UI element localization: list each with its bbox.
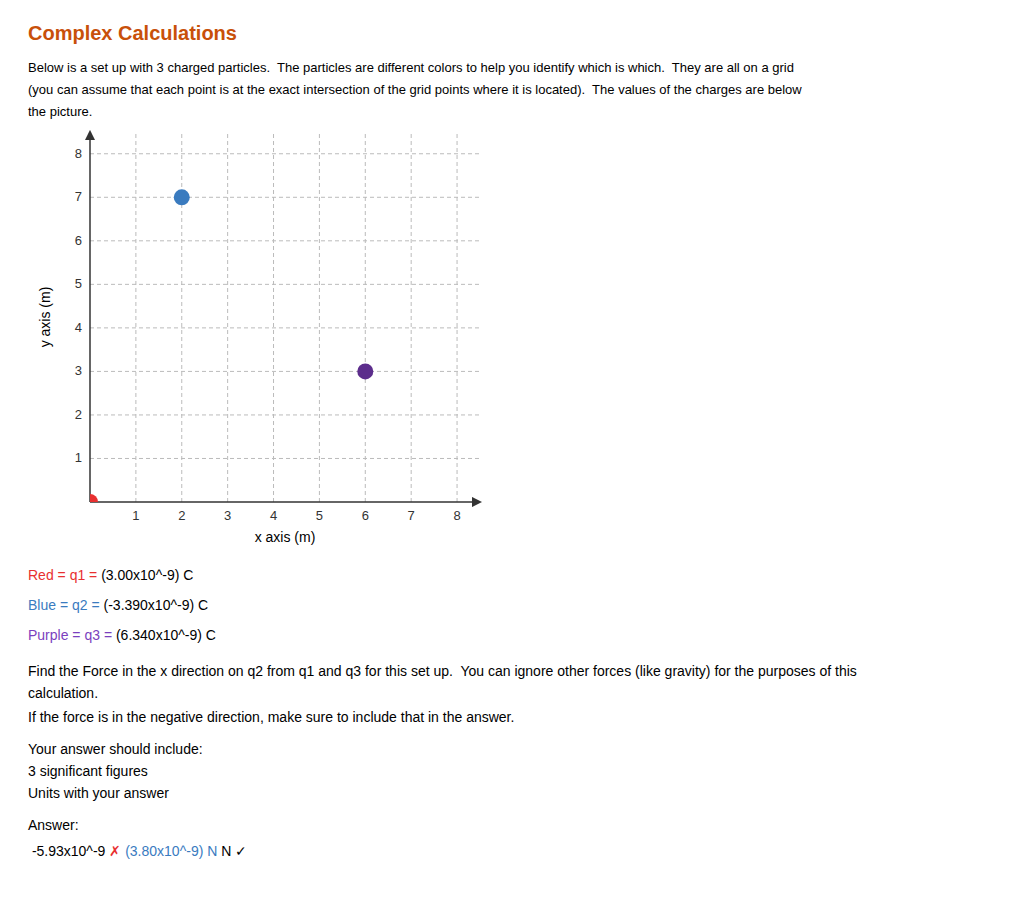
annotation-segment: N ✓	[217, 843, 247, 859]
annotation-segment: Find the	[28, 663, 82, 679]
grid-line	[90, 240, 480, 241]
x-tick-label: 1	[132, 508, 139, 523]
y-tick-label: 1	[75, 450, 82, 465]
particle	[90, 494, 98, 502]
x-tick-label: 3	[224, 508, 231, 523]
annotation: Answer:	[28, 817, 79, 833]
grid-line	[227, 132, 228, 502]
y-axis	[89, 132, 91, 502]
points	[90, 189, 373, 502]
annotation-segment: Your answer should include:	[28, 741, 203, 757]
y-tick-label: 8	[75, 146, 82, 161]
annotation-segment: -5.93x10^-9	[28, 843, 109, 859]
x-tick-label: 2	[178, 508, 185, 523]
grid-line	[411, 132, 412, 502]
annotation-segment: If the force is in the negative directio…	[28, 709, 514, 725]
annotation-segment: Below is a set up with 3 charged particl…	[28, 60, 794, 75]
grid-line	[90, 414, 480, 415]
x-tick-label: 5	[316, 508, 323, 523]
y-tick-label: 2	[75, 407, 82, 422]
grid-line	[181, 132, 182, 502]
annotation-segment: for this set up. You can ignore other fo…	[361, 663, 857, 679]
x-tick-label: 6	[362, 508, 369, 523]
grid-line	[90, 153, 480, 154]
annotation: Your answer should include:	[28, 741, 203, 757]
title: Complex Calculations	[28, 22, 237, 44]
x-tick-label: 4	[270, 508, 277, 523]
chart: Complex Calculations 1 2 3 4 5 6 7 8 1 2 3 4 5 6 7 8 x ax…	[0, 0, 1024, 924]
annotation-segment: Blue = q2 =	[28, 597, 104, 613]
y-tick-label: 4	[75, 320, 82, 335]
annotation-segment: Red = q1 =	[28, 567, 101, 583]
y-tick-label: 5	[75, 276, 82, 291]
x-axis	[90, 501, 480, 503]
annotation-segment: the picture.	[28, 104, 92, 119]
annotation-segment: Units	[28, 785, 60, 801]
grid-line	[90, 458, 480, 459]
grid-line	[90, 327, 480, 328]
grid-line	[365, 132, 366, 502]
particle	[174, 189, 190, 205]
annotation-segment: 3	[28, 763, 36, 779]
grid	[90, 132, 480, 502]
annotation-segment: (6.340x10^-9) C	[116, 627, 216, 643]
annotation-segment: (3.00x10^-9) C	[101, 567, 193, 583]
grid-line	[90, 197, 480, 198]
annotation: Find the Force in the x direction on q2 …	[28, 663, 857, 679]
particle	[357, 363, 373, 379]
annotation-segment: (-3.390x10^-9) C	[104, 597, 209, 613]
annotation-segment: Answer:	[28, 817, 79, 833]
grid-line	[90, 371, 480, 372]
annotation: the picture.	[28, 104, 92, 119]
annotation-segment: ✗	[109, 843, 121, 859]
annotation-segment: (you can assume that each point is at th…	[28, 82, 802, 97]
y-tick-label: 7	[75, 189, 82, 204]
annotation-segment: with your answer	[60, 785, 169, 801]
annotation-segment: (3.80x10^-9) N	[121, 843, 217, 859]
annotation: Blue = q2 = (-3.390x10^-9) C	[28, 597, 208, 613]
grid-line	[273, 132, 274, 502]
grid-line	[90, 284, 480, 285]
y-axis-label: y axis (m)	[37, 287, 53, 348]
annotation: Purple = q3 = (6.340x10^-9) C	[28, 627, 216, 643]
grid-line	[319, 132, 320, 502]
annotation-segment: calculation.	[28, 685, 98, 701]
grid-line	[135, 132, 136, 502]
annotation-segment: Purple = q3 =	[28, 627, 116, 643]
x-axis-label: x axis (m)	[255, 529, 316, 545]
annotation: Units with your answer	[28, 785, 169, 801]
annotation: (you can assume that each point is at th…	[28, 82, 802, 97]
x-tick-label: 7	[408, 508, 415, 523]
y-tick-label: 6	[75, 233, 82, 248]
annotation: 3 significant figures	[28, 763, 148, 779]
annotation: Below is a set up with 3 charged particl…	[28, 60, 794, 75]
grid-line	[457, 132, 458, 502]
annotation: If the force is in the negative directio…	[28, 709, 514, 725]
annotation-segment: Force in the x direction on q2 from q1 a…	[82, 663, 361, 679]
y-tick-label: 3	[75, 363, 82, 378]
x-tick-label: 8	[453, 508, 460, 523]
annotation: -5.93x10^-9 ✗ (3.80x10^-9) N N ✓	[28, 843, 247, 859]
annotation: calculation.	[28, 685, 98, 701]
annotation: Red = q1 = (3.00x10^-9) C	[28, 567, 193, 583]
annotation-segment: significant figures	[36, 763, 148, 779]
